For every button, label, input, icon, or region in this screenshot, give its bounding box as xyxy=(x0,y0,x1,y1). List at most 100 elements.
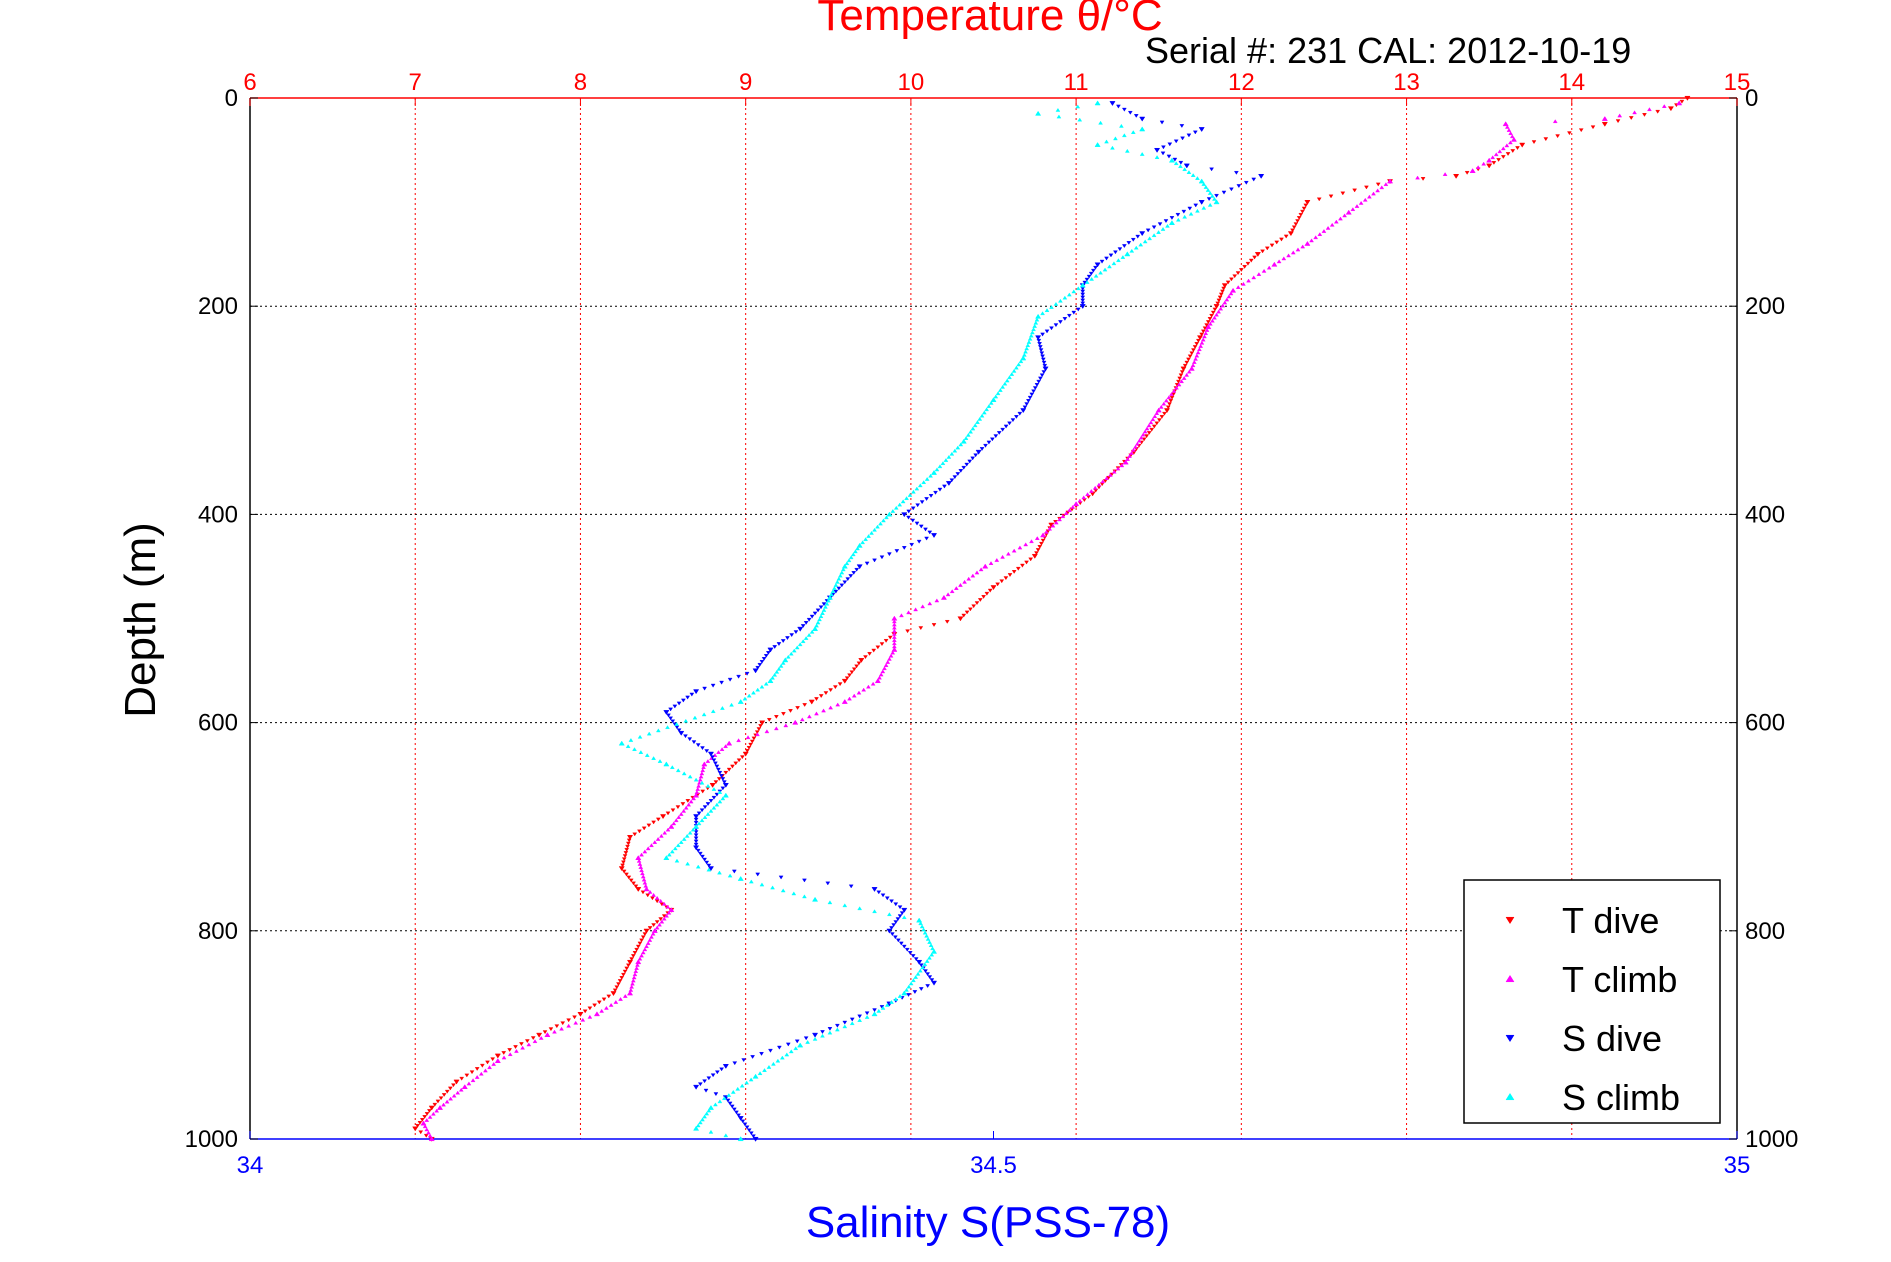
data-point-interp xyxy=(1111,469,1117,474)
bottom-tick-label: 34.5 xyxy=(970,1152,1017,1179)
data-point-interp xyxy=(1075,307,1081,312)
data-point-interp xyxy=(1174,385,1179,390)
data-point-interp xyxy=(1049,305,1054,309)
left-tick-label: 600 xyxy=(198,710,238,737)
data-point-interp xyxy=(657,759,663,763)
data-point-interp xyxy=(766,718,772,722)
data-point-interp xyxy=(693,839,699,844)
data-point-interp xyxy=(772,672,778,677)
data-point xyxy=(792,719,799,725)
data-point xyxy=(660,814,667,820)
data-point-interp xyxy=(711,758,717,763)
data-point-interp xyxy=(872,558,877,563)
data-point-interp xyxy=(986,440,992,445)
data-point-interp xyxy=(908,981,914,986)
top-tick-label: 8 xyxy=(574,69,587,96)
data-point-interp xyxy=(856,661,862,666)
legend-marker xyxy=(1505,974,1515,983)
data-point-interp xyxy=(825,881,831,886)
data-point-interp xyxy=(927,530,933,535)
top-tick-label: 9 xyxy=(739,69,752,96)
data-point-interp xyxy=(612,988,618,993)
data-point-interp xyxy=(910,518,916,523)
data-point-interp xyxy=(1192,345,1198,349)
data-point-interp xyxy=(1214,312,1219,317)
data-point-interp xyxy=(1115,466,1121,471)
top-tick-label: 15 xyxy=(1724,69,1751,96)
data-point-interp xyxy=(1116,258,1121,262)
data-point-interp xyxy=(464,1073,470,1078)
data-point-interp xyxy=(1144,426,1150,431)
data-point-interp xyxy=(1007,573,1013,577)
data-point-interp xyxy=(665,827,671,832)
data-point-interp xyxy=(1350,207,1356,211)
data-point-interp xyxy=(955,445,961,450)
data-point xyxy=(752,668,759,674)
data-point-interp xyxy=(639,852,644,857)
data-point xyxy=(1254,252,1261,257)
data-point-interp xyxy=(619,976,625,980)
data-point-interp xyxy=(1000,554,1005,559)
data-point-interp xyxy=(655,728,661,733)
data-point xyxy=(990,585,997,591)
data-point-interp xyxy=(1080,301,1086,306)
data-point-interp xyxy=(1475,165,1481,169)
data-point-interp xyxy=(1063,511,1069,515)
data-point-interp xyxy=(1071,310,1077,315)
data-point-interp xyxy=(632,747,637,751)
data-point-interp xyxy=(920,965,925,970)
data-point xyxy=(767,678,774,684)
data-point-interp xyxy=(1057,517,1062,522)
data-point-interp xyxy=(911,489,916,494)
data-point-interp xyxy=(1364,185,1369,190)
data-point-interp xyxy=(1125,457,1130,461)
data-point-interp xyxy=(1023,349,1028,354)
data-point-interp xyxy=(749,739,755,744)
data-point-interp xyxy=(417,1121,423,1125)
data-point-interp xyxy=(678,812,684,816)
data-point-interp xyxy=(622,969,628,974)
data-point xyxy=(693,814,700,820)
data-point-interp xyxy=(1186,357,1191,362)
data-point-interp xyxy=(1175,212,1181,217)
data-point-interp xyxy=(701,712,707,717)
data-point-interp xyxy=(435,1099,441,1104)
data-point-interp xyxy=(1160,226,1166,231)
data-point-interp xyxy=(837,573,843,578)
data-point xyxy=(494,1058,501,1063)
data-point xyxy=(1124,251,1131,257)
data-point-interp xyxy=(596,1000,602,1005)
data-point-interp xyxy=(839,570,845,575)
data-point-interp xyxy=(1220,289,1225,294)
data-point-interp xyxy=(1178,164,1183,169)
data-point-interp xyxy=(1026,399,1031,403)
data-point-interp xyxy=(823,691,829,696)
data-point-interp xyxy=(1099,259,1105,264)
data-point-interp xyxy=(714,802,720,807)
data-point xyxy=(930,533,938,539)
data-point-interp xyxy=(837,682,843,687)
data-point-interp xyxy=(745,735,751,740)
data-point-interp xyxy=(1116,104,1121,109)
data-point-interp xyxy=(1167,402,1172,407)
data-point-interp xyxy=(697,777,703,782)
data-point-interp xyxy=(501,1051,507,1055)
data-point-interp xyxy=(771,1061,776,1066)
data-point-interp xyxy=(698,774,704,779)
data-point-interp xyxy=(1283,234,1289,239)
data-point xyxy=(841,678,848,684)
data-point-interp xyxy=(884,1002,890,1007)
data-point-interp xyxy=(1056,114,1062,119)
data-point-interp xyxy=(736,758,742,763)
data-point-interp xyxy=(695,743,701,748)
data-point-interp xyxy=(861,687,867,692)
data-point-interp xyxy=(1100,479,1106,484)
data-point-interp xyxy=(423,1133,429,1138)
data-point-interp xyxy=(736,1113,741,1118)
data-point xyxy=(626,835,634,840)
data-point-interp xyxy=(427,1133,433,1138)
data-point-interp xyxy=(708,1129,714,1134)
data-point-interp xyxy=(632,951,638,955)
data-point-interp xyxy=(848,574,854,578)
data-point-interp xyxy=(730,1089,736,1094)
